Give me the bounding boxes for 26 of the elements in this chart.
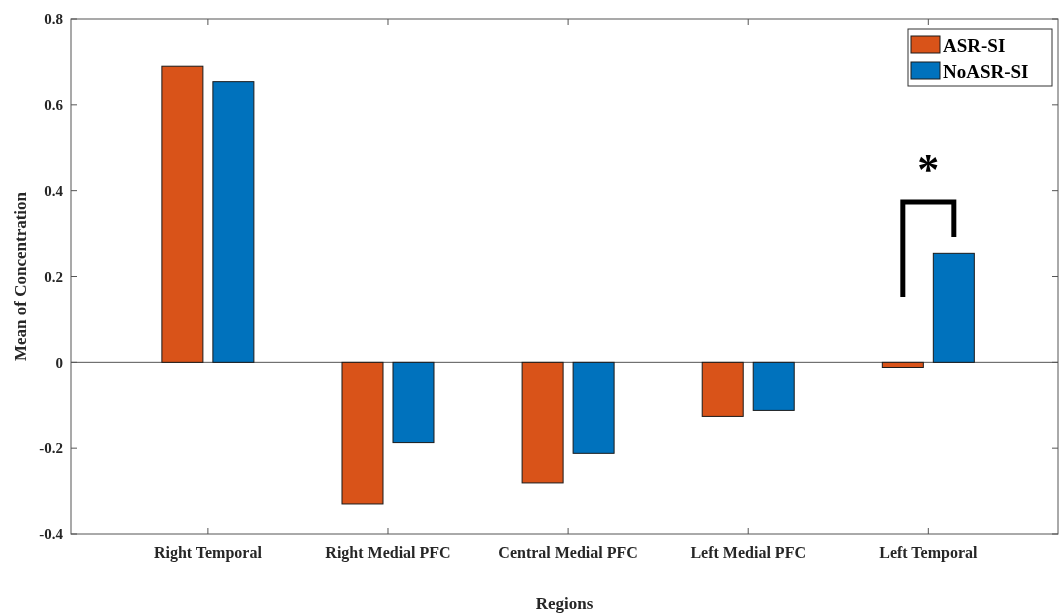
y-tick-label: 0.8 bbox=[44, 11, 63, 28]
legend-label: NoASR-SI bbox=[943, 60, 1029, 82]
legend-label: ASR-SI bbox=[943, 34, 1006, 56]
y-axis-title: Mean of Concentration bbox=[11, 191, 30, 362]
y-tick-label: 0 bbox=[55, 354, 63, 371]
bar bbox=[881, 361, 924, 368]
x-tick-label: Right Medial PFC bbox=[325, 544, 451, 562]
x-axis-title: Regions bbox=[535, 594, 594, 613]
x-tick-label: Left Temporal bbox=[879, 544, 978, 562]
x-tick-label: Central Medial PFC bbox=[498, 544, 638, 561]
y-tick-label: -0.2 bbox=[39, 440, 63, 457]
y-tick-label: 0.2 bbox=[44, 268, 63, 285]
y-tick-label: -0.4 bbox=[39, 526, 64, 543]
bar bbox=[212, 81, 255, 363]
bar bbox=[341, 361, 384, 505]
bar bbox=[392, 361, 435, 444]
bar bbox=[572, 361, 615, 454]
x-tick-label: Left Medial PFC bbox=[690, 544, 806, 561]
annotation: * bbox=[917, 145, 940, 194]
bar bbox=[701, 361, 744, 417]
x-tick-label: Right Temporal bbox=[153, 544, 263, 562]
bar bbox=[161, 65, 204, 363]
bar bbox=[521, 361, 564, 484]
y-tick-label: 0.4 bbox=[44, 182, 64, 199]
bar bbox=[752, 361, 795, 411]
y-tick-label: 0.6 bbox=[44, 97, 64, 114]
